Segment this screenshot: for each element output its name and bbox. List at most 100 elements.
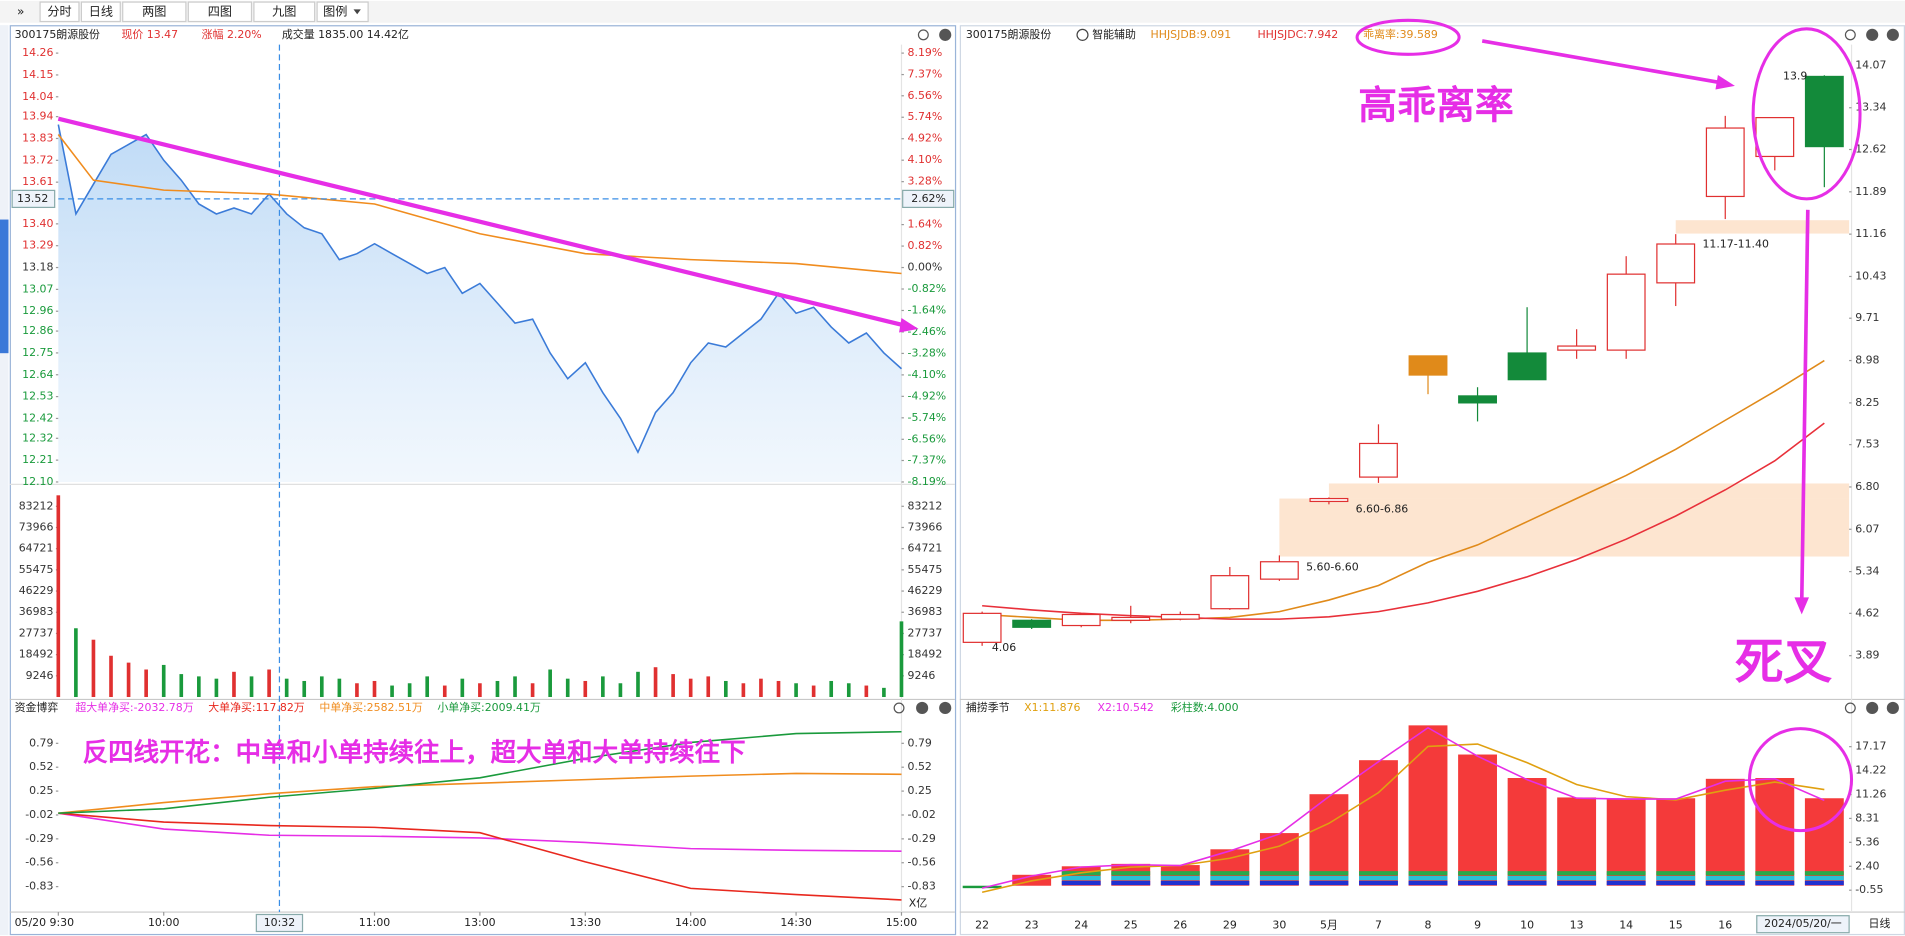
candle-body [1210,575,1250,610]
y-tick-label: 3.89 [1855,649,1879,662]
y-tick-label: 4.62 [1855,606,1879,619]
candle-body [1458,395,1497,404]
y-tick-label: -0.02 [25,808,53,821]
volume-bar [636,671,640,698]
indicator-bar [1755,778,1795,886]
crosshair-label: 2024/05/20/一 [1764,917,1842,930]
x-tick-label: 23 [1025,918,1039,931]
bar-stripe [1606,871,1646,876]
candle-body [1705,127,1745,198]
y-tick-label: 3.28% [908,175,943,188]
bar-stripe [1656,880,1696,886]
tab[interactable]: 四图 [187,1,253,23]
bar-stripe [1755,880,1795,886]
x-tick-label: 15:00 [886,916,918,929]
bar-stripe [1259,871,1299,876]
period-button[interactable]: 日线 [1869,916,1891,930]
candle-body [1507,352,1547,381]
indicator-bar [962,885,1002,889]
close-icon[interactable] [1886,701,1899,715]
arrow [1481,39,1726,86]
legend-entry: 小单净买:2009.41万 [437,700,541,714]
y-tick-label: -0.56 [908,856,936,869]
arrow-head [899,317,919,333]
bar-stripe [1606,876,1646,881]
tab[interactable]: 图例 [316,1,369,23]
help-icon[interactable] [916,701,929,715]
tab[interactable]: 两图 [122,1,187,23]
tab[interactable]: 分时 [39,1,80,23]
y-tick-label: 55475 [908,563,943,576]
assist-label[interactable]: 智能辅助 [1092,27,1136,41]
y-tick-label: 9246 [26,669,54,682]
settings-icon[interactable] [1844,29,1856,41]
y-tick-label: -0.83 [25,880,53,893]
y-tick-label: -1.64% [908,303,947,316]
annotation-text: 死叉 [1735,634,1833,690]
candle-body [1408,355,1448,376]
side-tab[interactable] [0,219,9,354]
arrow [1799,209,1810,603]
y-tick-label: 2.40 [1855,859,1879,872]
candle-body [1309,497,1349,503]
y-tick-label: 6.56% [908,89,943,102]
y-tick-label: -0.56 [25,856,53,869]
y-tick-label: 13.61 [22,175,53,188]
volume-bar [759,678,763,698]
close-icon[interactable] [1886,28,1899,41]
y-tick-label: -8.19% [908,475,947,488]
y-tick-label: 10.43 [1855,269,1886,282]
tab-label[interactable]: 分时 [47,4,71,18]
volume-bar [653,667,658,698]
y-tick-label: 17.17 [1855,740,1886,753]
settings-icon[interactable] [893,702,905,714]
help-icon[interactable] [1866,701,1879,715]
candle-body [962,612,1002,643]
tab-label[interactable]: 两图 [142,4,166,18]
settings-icon[interactable] [917,29,929,41]
volume-bar [407,683,412,698]
y-tick-label: 0.00% [908,261,943,274]
tab-label[interactable]: 日线 [89,4,113,18]
y-tick-label: 4.10% [908,153,943,166]
price-area [58,124,902,482]
legend-entry: 超大单净买:-2032.78万 [75,700,193,714]
close-icon[interactable] [939,28,952,41]
current-price: 现价 13.47 [121,28,178,41]
y-tick-label: 8.25 [1855,396,1879,409]
tab[interactable]: 九图 [253,1,316,23]
y-tick-label: 73966 [908,520,943,533]
tab-label[interactable]: 九图 [272,4,296,18]
y-tick-label: 8.19% [908,46,943,59]
stock-code: 300175朗源股份 [15,27,100,41]
side-strip [0,25,9,936]
panel-icons [893,28,1899,715]
volume-bar [864,685,869,698]
series-line [57,124,903,455]
x-tick-label: 15 [1669,918,1683,931]
tab-label[interactable]: 图例 [323,4,347,18]
volume-bar [671,674,675,698]
y-tick-label: -0.29 [25,832,53,845]
crosshair-box [902,189,955,209]
bar-stripe [1259,876,1299,881]
tab[interactable]: 日线 [80,1,121,23]
bar-stripe [1309,876,1349,881]
y-tick-label: 8.31 [1855,811,1879,824]
arrow-head [1794,597,1810,615]
volume-bar [601,676,605,698]
dropdown-icon[interactable] [1076,28,1089,41]
bar-stripe [1804,880,1844,886]
tab-label[interactable]: 四图 [208,4,232,18]
candle-body [1606,273,1646,351]
settings-icon[interactable] [1844,702,1856,714]
help-icon[interactable] [1866,28,1879,41]
volume-bar [144,669,148,698]
close-icon[interactable] [939,701,952,715]
y-tick-label: 8.98 [1855,354,1879,367]
bar-stripe [1210,880,1250,886]
y-tick-label: 13.18 [22,261,53,274]
candle-body [1804,75,1844,148]
collapse-icon[interactable]: » [17,4,24,18]
y-tick-label: -0.82% [908,282,947,295]
